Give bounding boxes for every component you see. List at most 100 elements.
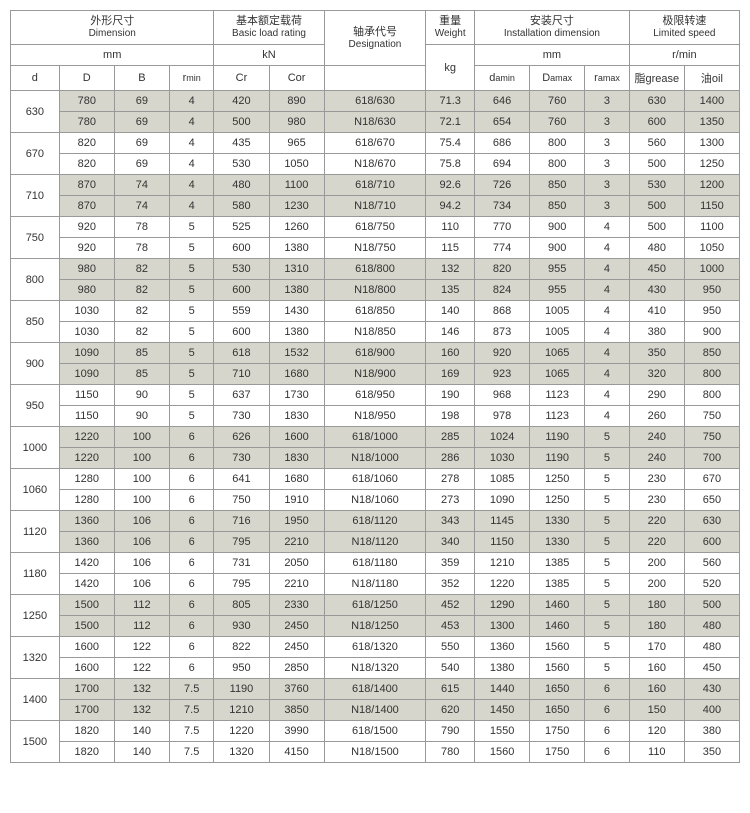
cell: 92.6: [426, 175, 475, 196]
cell: 637: [214, 385, 269, 406]
cell: 5: [585, 574, 630, 595]
cell: 106: [114, 511, 169, 532]
cell: 74: [114, 175, 169, 196]
cell: 618/1120: [324, 511, 426, 532]
cell: 1220: [59, 448, 114, 469]
cell: 94.2: [426, 196, 475, 217]
cell: 6: [169, 637, 214, 658]
cell: 1150: [59, 385, 114, 406]
cell: 1380: [269, 280, 324, 301]
cell: 968: [475, 385, 530, 406]
cell: 950: [214, 658, 269, 679]
cell: 950: [684, 301, 739, 322]
cell-d: 1250: [11, 595, 60, 637]
cell: 3: [585, 154, 630, 175]
cell: 630: [684, 511, 739, 532]
cell: 500: [629, 217, 684, 238]
cell: 75.8: [426, 154, 475, 175]
cell: N18/1000: [324, 448, 426, 469]
cell: 1090: [475, 490, 530, 511]
cell: 618/630: [324, 91, 426, 112]
cell: 790: [426, 721, 475, 742]
cell: 965: [269, 133, 324, 154]
cell: 700: [684, 448, 739, 469]
table-header: 外形尺寸Dimension 基本额定载荷Basic load rating 轴承…: [11, 11, 740, 91]
cell: 780: [59, 112, 114, 133]
cell: 69: [114, 112, 169, 133]
cell: 170: [629, 637, 684, 658]
cell: 1750: [530, 721, 585, 742]
cell: 4: [585, 280, 630, 301]
cell: 5: [169, 238, 214, 259]
hdr-install: 安装尺寸Installation dimension: [475, 11, 630, 45]
cell: 380: [629, 322, 684, 343]
table-row: 85010308255591430618/8501408681005441095…: [11, 301, 740, 322]
cell: 780: [426, 742, 475, 763]
cell: 4: [169, 175, 214, 196]
cell: 3: [585, 196, 630, 217]
cell: 600: [214, 322, 269, 343]
cell: 90: [114, 385, 169, 406]
cell: 750: [214, 490, 269, 511]
cell: 1300: [684, 133, 739, 154]
cell: 1700: [59, 679, 114, 700]
cell: 290: [629, 385, 684, 406]
hdr-kn: kN: [214, 45, 324, 66]
cell: 730: [214, 406, 269, 427]
cell: 750: [684, 406, 739, 427]
cell: 760: [530, 112, 585, 133]
cell-d: 1320: [11, 637, 60, 679]
cell: 5: [585, 595, 630, 616]
cell: 1532: [269, 343, 324, 364]
cell: 1830: [269, 448, 324, 469]
cell: 1820: [59, 742, 114, 763]
cell: 615: [426, 679, 475, 700]
cell: 900: [530, 238, 585, 259]
cell: 85: [114, 343, 169, 364]
cell: 1280: [59, 469, 114, 490]
cell: 350: [684, 742, 739, 763]
cell: 198: [426, 406, 475, 427]
cell: 820: [59, 154, 114, 175]
cell: 774: [475, 238, 530, 259]
cell: 980: [269, 112, 324, 133]
hdr-mm2: mm: [475, 45, 630, 66]
cell: 82: [114, 301, 169, 322]
cell: 1560: [530, 637, 585, 658]
cell: 500: [684, 595, 739, 616]
cell: 600: [214, 280, 269, 301]
cell: 6: [585, 679, 630, 700]
cell: 2050: [269, 553, 324, 574]
cell: 1024: [475, 427, 530, 448]
cell: 1560: [530, 658, 585, 679]
cell: 169: [426, 364, 475, 385]
cell: 1420: [59, 574, 114, 595]
cell: 1380: [475, 658, 530, 679]
cell: 6: [169, 448, 214, 469]
cell: 71.3: [426, 91, 475, 112]
cell: 618/800: [324, 259, 426, 280]
cell-d: 1500: [11, 721, 60, 763]
cell: 4: [585, 406, 630, 427]
cell: 1600: [269, 427, 324, 448]
cell: N18/710: [324, 196, 426, 217]
cell: 4: [585, 343, 630, 364]
table-row: 8009808255301310618/80013282095544501000: [11, 259, 740, 280]
cell: N18/800: [324, 280, 426, 301]
cell: 3760: [269, 679, 324, 700]
hdr-rmin: rmin: [169, 66, 214, 91]
cell: 822: [214, 637, 269, 658]
cell: 5: [169, 301, 214, 322]
cell: 540: [426, 658, 475, 679]
cell: 1065: [530, 343, 585, 364]
cell: 278: [426, 469, 475, 490]
cell: 1650: [530, 700, 585, 721]
cell: 1050: [269, 154, 324, 175]
cell: 3: [585, 133, 630, 154]
cell: 868: [475, 301, 530, 322]
cell: 1210: [475, 553, 530, 574]
cell: 1200: [684, 175, 739, 196]
cell: 4: [585, 364, 630, 385]
cell: 85: [114, 364, 169, 385]
cell: 6: [169, 574, 214, 595]
